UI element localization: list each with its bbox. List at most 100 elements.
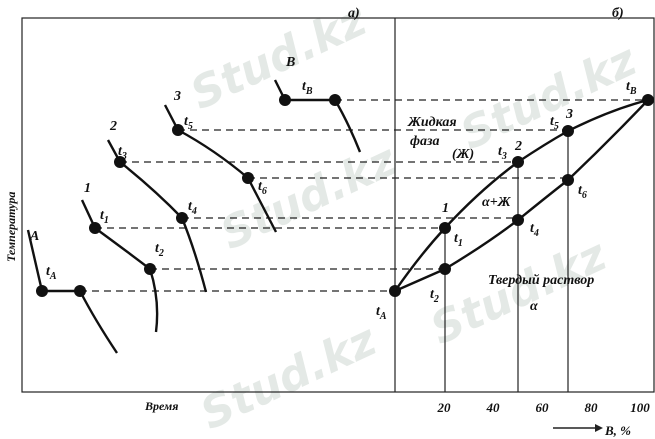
label-text: α+Ж	[482, 195, 512, 210]
point	[89, 222, 101, 234]
label: Твердый раствор	[488, 273, 594, 288]
label-sub: 4	[191, 206, 197, 217]
label-text: t	[498, 144, 503, 159]
label-text: t	[46, 264, 51, 279]
label: t5	[184, 114, 193, 132]
label-text: 3	[173, 89, 181, 104]
label-text: t	[578, 183, 583, 198]
label: t1	[454, 231, 463, 249]
point	[439, 222, 451, 234]
watermark: Stud.kz	[423, 229, 615, 354]
label-sub: 2	[433, 294, 439, 305]
label: t1	[100, 208, 109, 226]
label: t4	[188, 199, 197, 217]
label: A	[29, 229, 39, 244]
label: Жидкая	[407, 115, 457, 130]
label-text: t	[454, 231, 459, 246]
label: t6	[578, 183, 587, 201]
label-text: 1	[84, 181, 91, 196]
panel-label: б)	[612, 6, 624, 21]
point	[512, 214, 524, 226]
point	[176, 212, 188, 224]
label: 2	[109, 119, 117, 134]
label-text: t	[258, 179, 263, 194]
label-text: t	[188, 199, 193, 214]
label-text: t	[550, 114, 555, 129]
label-text: 3	[565, 107, 573, 122]
label-text: Жидкая	[407, 115, 457, 130]
label: 3	[565, 107, 573, 122]
label-text: t	[430, 287, 435, 302]
label-text: 2	[514, 139, 522, 154]
label-text: t	[626, 79, 631, 94]
label: t4	[530, 221, 539, 239]
point	[642, 94, 654, 106]
label-text: фаза	[410, 134, 439, 149]
frame	[21, 17, 655, 393]
label-text: B	[285, 55, 295, 70]
label-text: t	[530, 221, 535, 236]
x-axis-label: B, %	[604, 423, 631, 438]
label-text: t	[100, 208, 105, 223]
label-sub: 6	[262, 186, 267, 197]
point	[389, 285, 401, 297]
x-tick-label: 80	[585, 400, 599, 415]
label-text: (Ж)	[452, 147, 474, 162]
point	[144, 263, 156, 275]
label-sub: 5	[188, 121, 193, 132]
label: tA	[46, 264, 57, 282]
label-text: t	[118, 144, 123, 159]
label: t3	[498, 144, 507, 162]
point	[36, 285, 48, 297]
point	[512, 156, 524, 168]
label-text: t	[184, 114, 189, 129]
label-sub: 6	[582, 190, 587, 201]
label-text: t	[376, 304, 381, 319]
label: 1	[84, 181, 91, 196]
label-sub: A	[49, 271, 57, 282]
label-sub: 3	[121, 151, 127, 162]
point	[74, 285, 86, 297]
label-text: A	[29, 229, 39, 244]
label-text: Твердый раствор	[488, 273, 594, 288]
label: t3	[118, 144, 127, 162]
label-sub: 1	[458, 238, 463, 249]
label-text: t	[302, 79, 307, 94]
label-text: 2	[109, 119, 117, 134]
point	[562, 174, 574, 186]
label: tB	[302, 79, 313, 97]
label: t2	[155, 241, 164, 259]
label: t5	[550, 114, 559, 132]
point	[172, 124, 184, 136]
label-text: 1	[442, 201, 449, 216]
y-axis-label: Температура	[4, 192, 18, 262]
label-sub: B	[305, 86, 313, 97]
label: α	[530, 299, 538, 314]
label-sub: 1	[104, 215, 109, 226]
label-sub: B	[629, 86, 637, 97]
point	[329, 94, 341, 106]
x-tick-label: 100	[630, 400, 650, 415]
point	[114, 156, 126, 168]
points	[36, 94, 654, 297]
projections	[80, 99, 648, 292]
label-text: t	[155, 241, 160, 256]
panel-label: а)	[348, 6, 360, 21]
watermark: Stud.kz	[213, 134, 405, 259]
x-axis-label: Время	[144, 399, 178, 413]
point	[242, 172, 254, 184]
label: фаза	[410, 134, 439, 149]
label-sub: 3	[501, 151, 507, 162]
point	[439, 263, 451, 275]
label: α+Ж	[482, 195, 512, 210]
label: 3	[173, 89, 181, 104]
label: t6	[258, 179, 267, 197]
label: 2	[514, 139, 522, 154]
label: tB	[626, 79, 637, 97]
watermark: Stud.kz	[193, 314, 385, 439]
point	[279, 94, 291, 106]
label-sub: 5	[554, 121, 559, 132]
